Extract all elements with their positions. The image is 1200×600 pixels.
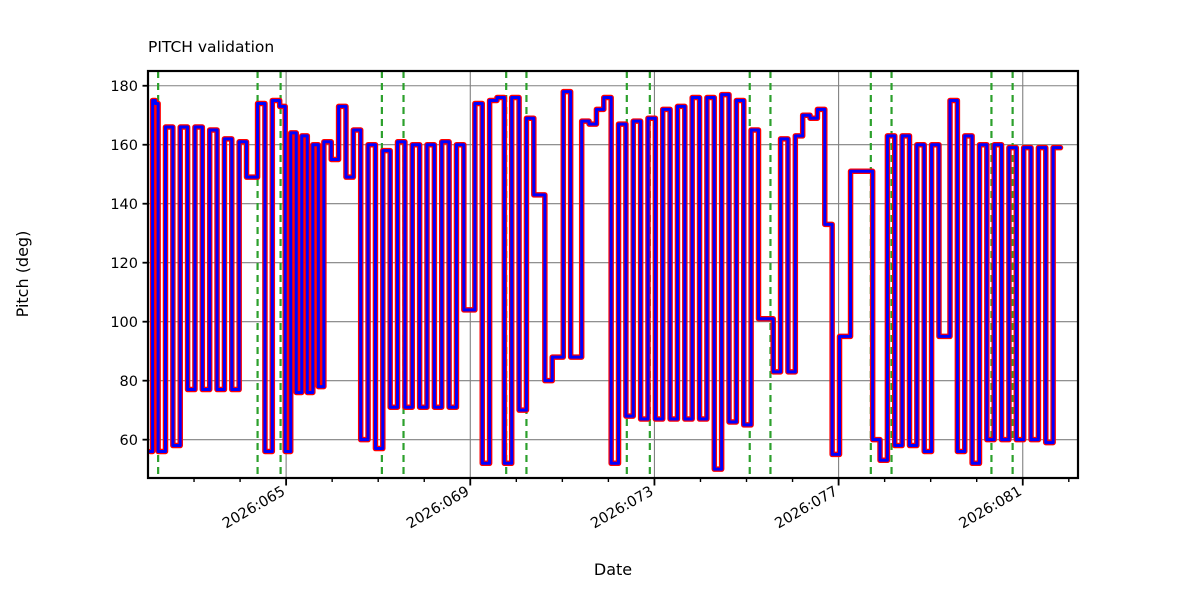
- x-tick-label: 2026:065: [220, 484, 288, 533]
- y-tick-label: 120: [110, 256, 138, 272]
- x-tick-label: 2026:077: [772, 484, 840, 533]
- x-axis-label: Date: [594, 560, 632, 579]
- chart-title: PITCH validation: [148, 38, 274, 56]
- x-tick-label: 2026:081: [957, 484, 1025, 533]
- y-tick-label: 80: [120, 374, 138, 390]
- axis-spines: [146, 69, 1080, 480]
- y-tick-label: 60: [120, 433, 138, 449]
- x-tick-label: 2026:069: [404, 484, 472, 533]
- x-axis-ticks: 2026:065 2026:069 2026:073 2026:077 2026:081: [193, 478, 1070, 533]
- y-tick-label: 160: [110, 138, 138, 154]
- y-axis-label: Pitch (deg): [13, 231, 32, 318]
- y-axis-ticks: 60 80 100 120 140 160 180: [110, 79, 148, 449]
- y-tick-label: 180: [110, 79, 138, 95]
- x-tick-label: 2026:073: [588, 484, 656, 533]
- data-series: [148, 88, 1064, 472]
- y-tick-label: 100: [110, 315, 138, 331]
- y-tick-label: 140: [110, 197, 138, 213]
